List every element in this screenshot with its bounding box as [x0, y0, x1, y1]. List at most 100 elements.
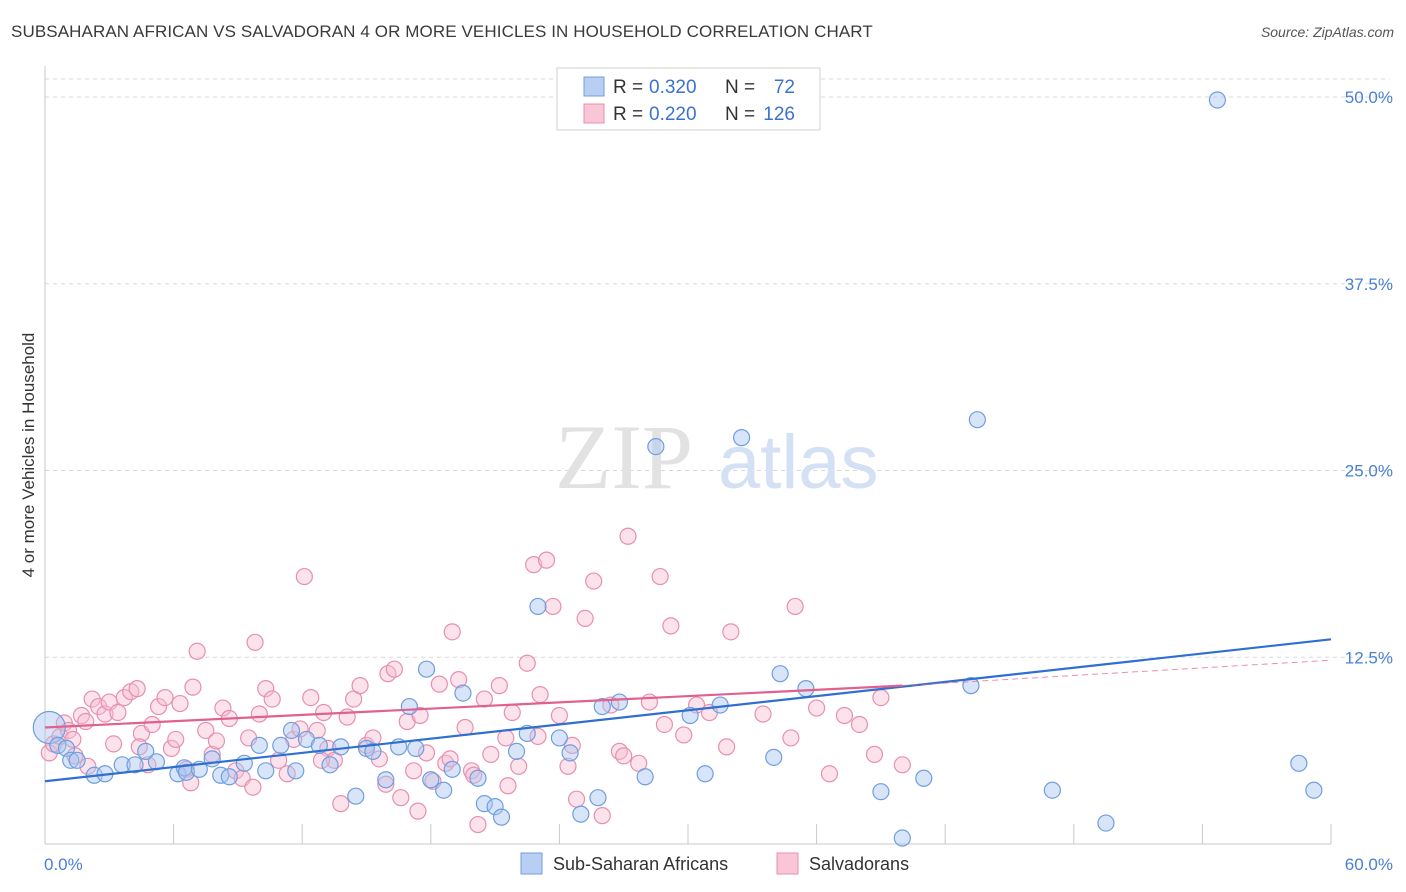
subsaharan-point [282, 721, 301, 740]
salvadoran-point [244, 778, 262, 796]
subsaharan-point [377, 771, 395, 789]
salvadoran-point [717, 738, 736, 756]
salvadoran-point [503, 703, 521, 722]
salvadoran-points [40, 527, 911, 834]
legend-n-label: N = [725, 77, 755, 98]
salvadoran-point [351, 677, 369, 695]
salvadoran-trend-extension [902, 659, 1332, 687]
subsaharan-point [287, 762, 305, 780]
salvadoran-point [893, 756, 911, 774]
legend-r-value: 0.320 [649, 77, 697, 98]
subsaharan-point [272, 736, 290, 754]
salvadoran-point [149, 697, 168, 716]
source-credit: Source: ZipAtlas.com [1260, 24, 1394, 40]
salvadoran-point [640, 693, 659, 711]
salvadoran-point [662, 617, 680, 635]
subsaharan-point [872, 783, 890, 801]
subsaharan-point [1290, 754, 1308, 772]
subsaharan-point [257, 762, 275, 780]
subsaharan-point [443, 760, 461, 778]
salvadoran-point [567, 790, 586, 808]
legend-n-label: N = [725, 104, 755, 125]
legend-n-value: 126 [763, 104, 795, 125]
salvadoran-point [722, 623, 740, 641]
watermark: ZIP atlas [555, 406, 879, 508]
salvadoran-point [302, 688, 320, 707]
salvadoran-point [651, 567, 669, 586]
salvadoran-point [291, 720, 309, 738]
legend-r-label: R = [613, 77, 643, 98]
subsaharan-point [220, 768, 238, 786]
y-axis-label: 4 or more Vehicles in Household [19, 333, 38, 578]
subsaharan-point [212, 766, 230, 784]
salvadoran-point [156, 688, 174, 707]
salvadoran-point [559, 757, 577, 775]
subsaharan-point [732, 429, 751, 447]
subsaharan-point [1097, 814, 1115, 832]
subsaharan-point [454, 684, 472, 702]
subsaharan-point [636, 768, 654, 786]
salvadoran-point [79, 757, 97, 775]
subsaharan-trend-line [44, 638, 1332, 783]
subsaharan-point [561, 744, 579, 762]
subsaharan-point [1043, 781, 1061, 799]
salvadoran-point [786, 597, 804, 616]
y-tick-label: 12.5% [1345, 648, 1393, 667]
salvadoran-point [544, 597, 562, 616]
salvadoran-point [188, 642, 206, 660]
subsaharan-point [364, 742, 382, 760]
salvadoran-point [257, 680, 275, 698]
subsaharan-point [422, 771, 440, 789]
salvadoran-point [182, 774, 200, 792]
series-legend: Sub-Saharan Africans Salvadorans [520, 852, 909, 875]
chart-title: SUBSAHARAN AFRICAN VS SALVADORAN 4 OR MO… [11, 22, 873, 41]
salvadoran-point [675, 726, 693, 744]
subsaharan-point [1208, 91, 1227, 109]
x-tick-label: 0.0% [44, 855, 83, 874]
subsaharan-point [529, 597, 547, 616]
salvadoran-point [443, 623, 461, 641]
y-tick-label: 37.5% [1345, 275, 1393, 294]
subsaharan-point [589, 789, 607, 807]
subsaharan-point [771, 665, 789, 683]
subsaharan-point [610, 693, 629, 711]
salvadoran-point [207, 732, 226, 750]
subsaharan-point [321, 756, 339, 774]
salvadoran-point [865, 745, 884, 763]
subsaharan-point [417, 660, 436, 678]
salvadoran-point [850, 715, 869, 734]
salvadoran-point [835, 706, 854, 725]
subsaharan-point [310, 736, 328, 754]
axes [44, 66, 1332, 845]
salvadoran-point [250, 705, 268, 723]
salvadoran-point [550, 706, 569, 725]
salvadoran-point [417, 744, 436, 762]
salvadoran-point [529, 727, 547, 746]
salvadoran-point [128, 680, 146, 698]
salvadoran-point [214, 699, 232, 717]
watermark-atlas: atlas [718, 420, 879, 505]
salvadoran-point [77, 712, 95, 731]
salvadoran-point [184, 678, 202, 696]
salvadoran-point [490, 677, 508, 695]
salvadoran-point [593, 807, 611, 825]
salvadoran-point [143, 715, 161, 734]
salvadoran-point [405, 762, 423, 780]
subsaharan-points [32, 91, 1323, 847]
salvadoran-point [576, 609, 594, 628]
salvadoran-point [171, 694, 189, 713]
salvadoran-point [109, 703, 127, 722]
subsaharan-point [492, 808, 511, 826]
subsaharan-point [765, 748, 783, 766]
y-tick-label: 50.0% [1345, 88, 1393, 107]
salvadoran-point [482, 745, 500, 763]
trend-lines [44, 638, 1332, 783]
watermark-zip: ZIP [555, 406, 693, 508]
legend-r-label: R = [613, 104, 643, 125]
salvadoran-point [619, 527, 637, 545]
subsaharan-point [400, 697, 418, 716]
subsaharan-point [507, 742, 526, 760]
gridlines [45, 78, 1390, 658]
salvadoran-point [782, 729, 800, 747]
subsaharan-point [797, 680, 815, 698]
